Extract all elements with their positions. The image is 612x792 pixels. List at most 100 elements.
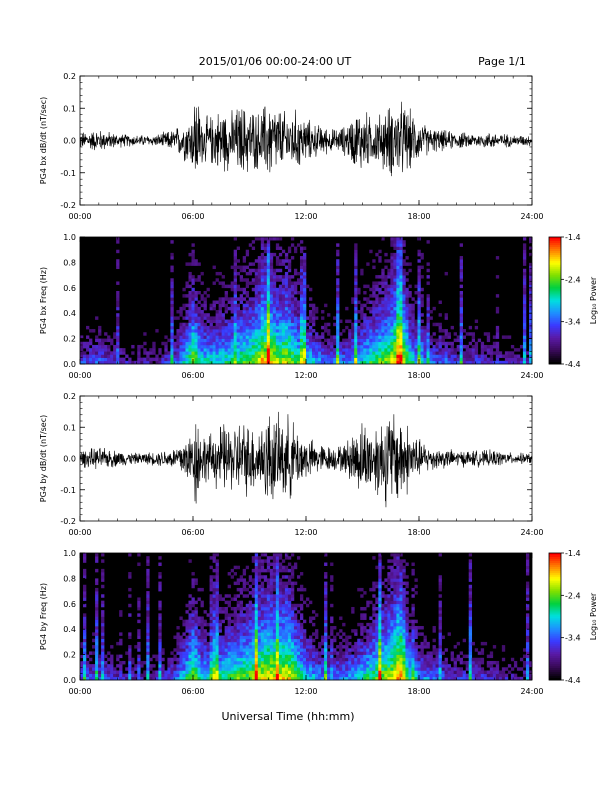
heatmap-cell: [284, 281, 289, 285]
heatmap-cell: [290, 616, 295, 620]
heatmap-cell: [354, 338, 358, 343]
heatmap-cell: [263, 329, 268, 333]
heatmap-cell: [336, 252, 340, 257]
x-tick-label: 00:00: [68, 371, 91, 380]
heatmap-cell: [263, 594, 268, 598]
heatmap-cell: [281, 360, 286, 365]
heatmap-cell: [339, 629, 343, 633]
heatmap-cell: [263, 645, 268, 649]
heatmap-cell: [269, 287, 274, 292]
heatmap-cell: [254, 259, 259, 263]
heatmap-cell: [116, 303, 120, 308]
heatmap-cell: [236, 338, 240, 343]
heatmap-cell: [278, 325, 283, 330]
heatmap-cell: [200, 281, 204, 285]
heatmap-cell: [182, 676, 186, 681]
heatmap-cell: [83, 626, 87, 630]
heatmap-cell: [95, 591, 99, 595]
heatmap-cell: [242, 638, 247, 643]
heatmap-cell: [348, 335, 352, 339]
heatmap-cell: [342, 338, 346, 343]
heatmap-cell: [197, 676, 201, 681]
heatmap-cell: [318, 641, 322, 646]
heatmap-cell: [104, 357, 108, 362]
heatmap-cell: [89, 341, 93, 346]
heatmap-cell: [357, 651, 361, 655]
heatmap-cell: [140, 344, 144, 349]
heatmap-cell: [336, 325, 340, 330]
heatmap-cell: [378, 300, 382, 304]
heatmap-cell: [188, 635, 192, 640]
heatmap-cell: [299, 641, 304, 646]
heatmap-cell: [212, 354, 216, 358]
heatmap-cell: [146, 660, 150, 665]
heatmap-cell: [336, 335, 340, 339]
heatmap-cell: [272, 641, 277, 646]
heatmap-cell: [254, 275, 259, 279]
heatmap-cell: [411, 329, 415, 333]
heatmap-cell: [251, 641, 256, 646]
heatmap-cell: [209, 664, 213, 668]
heatmap-cell: [209, 332, 213, 336]
heatmap-cell: [312, 348, 316, 352]
heatmap-cell: [155, 329, 159, 333]
heatmap-cell: [266, 341, 271, 346]
heatmap-cell: [366, 338, 370, 343]
y-tick-label: 0.0: [63, 455, 76, 464]
heatmap-cell: [125, 667, 129, 671]
heatmap-cell: [360, 645, 364, 649]
heatmap-cell: [528, 341, 533, 346]
heatmap-cell: [324, 338, 328, 343]
heatmap-cell: [209, 578, 213, 582]
heatmap-cell: [239, 664, 244, 668]
heatmap-cell: [158, 584, 162, 589]
heatmap-cell: [432, 338, 436, 343]
heatmap-cell: [429, 357, 433, 362]
heatmap-cell: [266, 243, 271, 247]
heatmap-cell: [215, 581, 219, 586]
heatmap-cell: [351, 341, 355, 346]
heatmap-cell: [188, 252, 192, 257]
heatmap-cell: [80, 357, 84, 362]
heatmap-cell: [227, 638, 231, 643]
heatmap-cell: [462, 354, 466, 358]
heatmap-cell: [293, 635, 298, 640]
heatmap-cell: [312, 622, 316, 627]
heatmap-cell: [396, 297, 400, 301]
heatmap-cell: [251, 651, 256, 655]
heatmap-cell: [236, 635, 240, 640]
heatmap-cell: [203, 344, 207, 349]
heatmap-cell: [302, 344, 307, 349]
heatmap-cell: [281, 597, 286, 601]
heatmap-cell: [179, 341, 183, 346]
heatmap-cell: [179, 667, 183, 671]
heatmap-cell: [194, 622, 198, 627]
heatmap-cell: [278, 259, 283, 263]
heatmap-cell: [230, 626, 234, 630]
heatmap-cell: [218, 297, 222, 301]
heatmap-cell: [363, 660, 367, 665]
heatmap-cell: [212, 575, 216, 579]
heatmap-cell: [113, 670, 117, 674]
heatmap-cell: [321, 638, 325, 643]
heatmap-cell: [248, 325, 253, 330]
heatmap-cell: [269, 268, 274, 273]
heatmap-cell: [309, 297, 313, 301]
heatmap-cell: [269, 310, 274, 314]
heatmap-cell: [390, 341, 394, 346]
heatmap-cell: [146, 670, 150, 674]
colorbar-tick-label: -3.4: [565, 318, 581, 327]
heatmap-cell: [191, 641, 195, 646]
heatmap-cell: [167, 357, 171, 362]
heatmap-cell: [236, 357, 240, 362]
heatmap-cell: [278, 319, 283, 324]
heatmap-cell: [266, 645, 271, 649]
heatmap-cell: [296, 626, 301, 630]
heatmap-cell: [396, 290, 400, 295]
heatmap-cell: [302, 265, 307, 270]
heatmap-cell: [233, 287, 237, 292]
heatmap-cell: [272, 297, 277, 301]
heatmap-cell: [393, 275, 397, 279]
heatmap-cell: [92, 638, 96, 643]
heatmap-cell: [408, 329, 412, 333]
